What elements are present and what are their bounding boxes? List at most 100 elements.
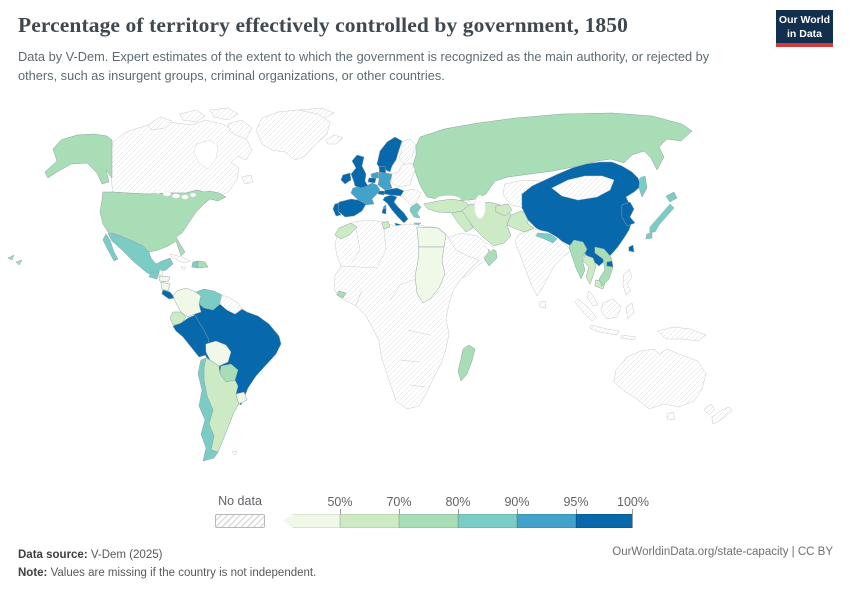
country-canada-arctic-3[interactable]	[209, 107, 239, 121]
country-jamaica[interactable]	[180, 266, 187, 271]
legend-no-data-swatch[interactable]	[215, 514, 265, 528]
country-new-guinea[interactable]	[657, 326, 707, 342]
country-mongolia[interactable]	[551, 175, 615, 201]
country-nicaragua[interactable]	[160, 281, 171, 292]
country-ceylon[interactable]	[539, 300, 547, 309]
country-venezuela[interactable]	[195, 288, 223, 311]
country-mexico-baja[interactable]	[102, 233, 119, 262]
chart-subtitle: Data by V-Dem. Expert estimates of the e…	[18, 49, 710, 84]
legend-bin-1[interactable]	[340, 514, 399, 528]
country-canada-arctic-2[interactable]	[179, 109, 206, 123]
country-new-zealand-north[interactable]	[703, 403, 716, 416]
country-poland-baltics[interactable]	[390, 162, 416, 188]
country-burma[interactable]	[568, 239, 588, 280]
country-guianas[interactable]	[219, 294, 243, 315]
country-siam[interactable]	[582, 254, 597, 285]
country-tasmania[interactable]	[666, 411, 676, 421]
country-japan-hokkaido[interactable]	[665, 191, 678, 203]
legend-bin-0[interactable]	[283, 514, 340, 528]
country-uruguay[interactable]	[235, 391, 248, 405]
legend-bin-3[interactable]	[458, 514, 517, 528]
country-switzerland[interactable]	[377, 190, 386, 196]
country-hawaii-1[interactable]	[7, 254, 15, 261]
great-lakes-2	[162, 191, 172, 197]
country-guatemala[interactable]	[148, 271, 160, 280]
country-vietnam[interactable]	[594, 246, 614, 287]
country-india[interactable]	[514, 228, 572, 297]
page-title: Percentage of territory effectively cont…	[18, 13, 628, 37]
country-oman[interactable]	[483, 245, 498, 267]
country-indonesia-sumatra[interactable]	[574, 298, 597, 322]
country-italy[interactable]	[382, 194, 409, 224]
country-falkland-islands[interactable]	[231, 450, 238, 456]
country-new-zealand-south[interactable]	[711, 406, 733, 425]
country-madagascar[interactable]	[457, 344, 476, 382]
country-balkans[interactable]	[400, 188, 422, 207]
country-morocco[interactable]	[334, 222, 358, 240]
country-taiwan[interactable]	[628, 244, 635, 253]
country-sudan[interactable]	[414, 246, 446, 304]
country-korea[interactable]	[621, 201, 636, 227]
owid-logo-line1: Our World	[778, 14, 831, 26]
country-cuba[interactable]	[169, 253, 191, 264]
legend-bin-2[interactable]	[399, 514, 458, 528]
country-colombia[interactable]	[172, 287, 202, 318]
country-chile[interactable]	[197, 357, 219, 462]
legend-no-data-label: No data	[218, 494, 262, 508]
country-indonesia-borneo[interactable]	[600, 298, 622, 320]
country-hainan[interactable]	[606, 260, 614, 268]
country-nepal[interactable]	[535, 232, 558, 244]
country-portugal[interactable]	[332, 202, 342, 217]
country-indonesia-lesser-sunda[interactable]	[620, 334, 637, 341]
country-indonesia-sulawesi[interactable]	[625, 302, 635, 320]
legend-bin-5[interactable]	[576, 514, 633, 528]
country-united-kingdom[interactable]	[350, 154, 369, 189]
country-ireland[interactable]	[340, 172, 352, 185]
country-canada-arctic-4[interactable]	[227, 119, 253, 140]
legend-bin-4[interactable]	[517, 514, 576, 528]
country-iceland[interactable]	[325, 134, 344, 145]
country-liberia[interactable]	[336, 290, 347, 299]
country-haiti[interactable]	[191, 260, 199, 269]
country-philippines[interactable]	[622, 268, 633, 296]
country-germany[interactable]	[377, 171, 393, 191]
country-japan-kyushu[interactable]	[645, 231, 653, 240]
country-france[interactable]	[350, 182, 381, 206]
country-malaya[interactable]	[586, 290, 599, 307]
country-canada-arctic-1[interactable]	[147, 116, 173, 131]
country-belize[interactable]	[158, 269, 164, 277]
country-hawaii-2[interactable]	[15, 259, 23, 266]
country-canada-newfoundland[interactable]	[241, 174, 254, 185]
footer-link[interactable]: OurWorldinData.org/state-capacity	[612, 546, 789, 558]
country-finland[interactable]	[398, 138, 417, 165]
country-sardinia[interactable]	[381, 207, 387, 215]
country-japan-honshu[interactable]	[649, 203, 675, 233]
country-costa-rica[interactable]	[161, 289, 176, 300]
country-netherlands[interactable]	[370, 171, 380, 179]
great-lakes-1	[155, 189, 161, 194]
country-bolivia[interactable]	[205, 340, 232, 367]
country-dominican-republic[interactable]	[197, 260, 209, 269]
country-greenland[interactable]	[255, 109, 331, 161]
great-lakes-4	[181, 194, 189, 200]
country-australia[interactable]	[613, 348, 707, 410]
country-spain[interactable]	[337, 198, 367, 218]
country-sakhalin[interactable]	[638, 175, 648, 198]
country-greece[interactable]	[409, 202, 422, 219]
country-khiva-bukhara[interactable]	[495, 203, 513, 217]
country-honduras[interactable]	[158, 275, 171, 283]
country-peru[interactable]	[172, 314, 211, 358]
footer-source-value: V-Dem (2025)	[87, 549, 163, 561]
country-belgium[interactable]	[367, 177, 377, 184]
africa-internal-borders	[339, 227, 431, 388]
country-mexico[interactable]	[107, 232, 174, 278]
country-egypt[interactable]	[416, 226, 447, 248]
owid-logo[interactable]: Our World in Data	[776, 10, 833, 47]
country-crete[interactable]	[413, 222, 422, 227]
country-alaska[interactable]	[44, 133, 113, 185]
footer-source-line: Data source: V-Dem (2025)	[18, 546, 316, 564]
country-indonesia-java[interactable]	[589, 324, 620, 336]
country-tunisia[interactable]	[381, 220, 391, 230]
footer-source-label: Data source:	[18, 549, 88, 561]
